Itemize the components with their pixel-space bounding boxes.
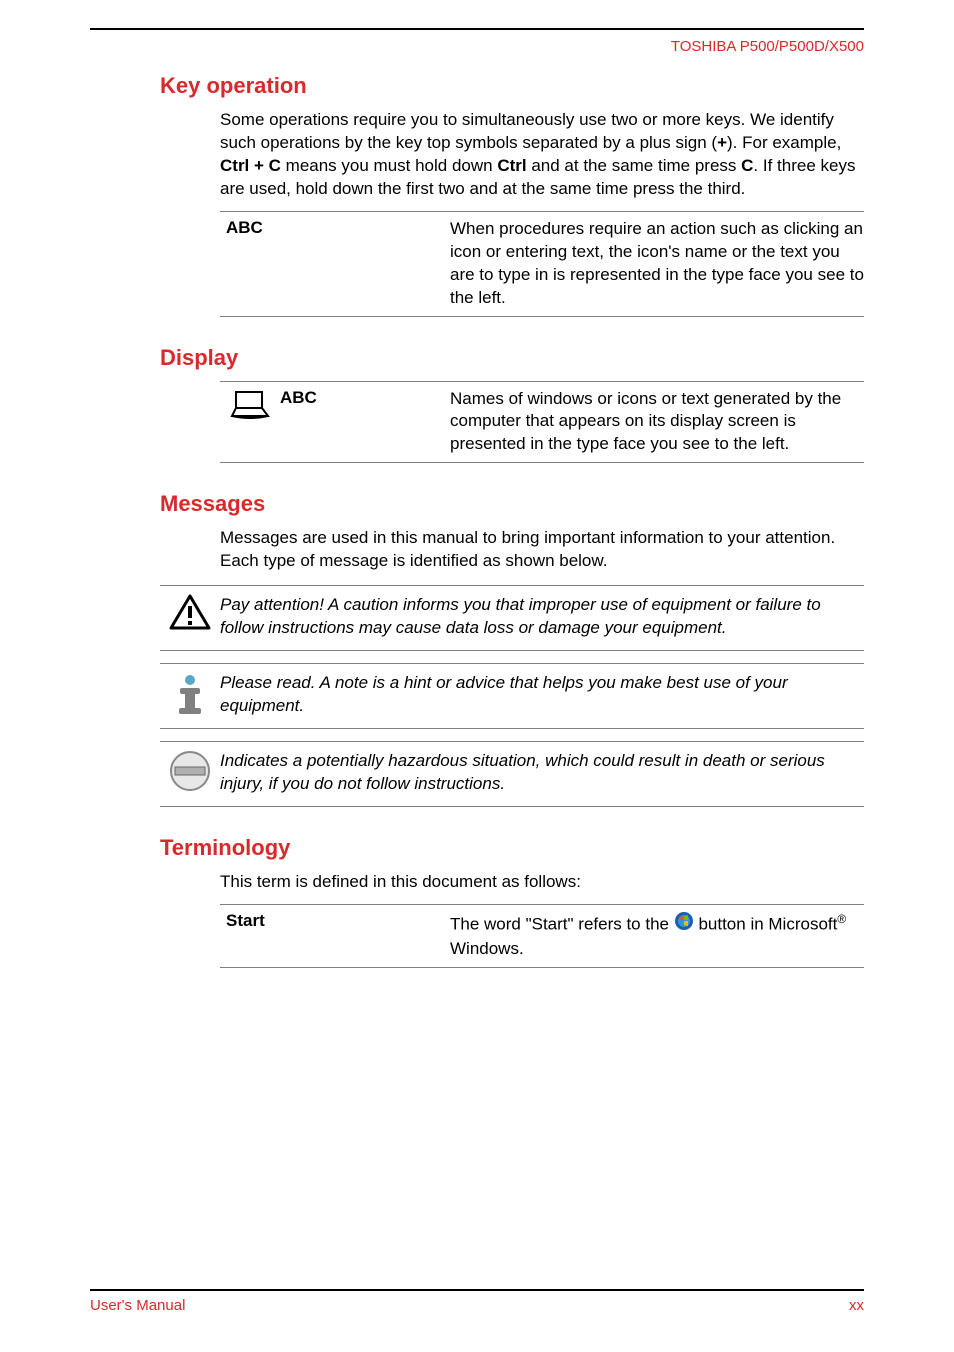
section-messages-title: Messages xyxy=(160,491,864,517)
note-text: Please read. A note is a hint or advice … xyxy=(220,672,864,718)
term-table-col1: Start xyxy=(220,911,450,931)
footer-left: User's Manual xyxy=(90,1297,185,1314)
terminology-table: Start The word "Start" refers to the but… xyxy=(220,904,864,969)
term-mid: button in Microsoft xyxy=(698,914,837,933)
ko-mid1: ). For example, xyxy=(727,133,841,152)
term-reg: ® xyxy=(837,912,846,926)
footer: User's Manual xx xyxy=(90,1289,864,1314)
ko-ctrl: Ctrl xyxy=(497,156,526,175)
table-row: Start The word "Start" refers to the but… xyxy=(220,911,864,962)
caution-icon xyxy=(160,594,220,632)
display-table-abc: ABC xyxy=(280,388,317,408)
term-prefix: The word "Start" refers to the xyxy=(450,914,674,933)
ko-table-col1: ABC xyxy=(220,218,450,238)
messages-body: Messages are used in this manual to brin… xyxy=(220,527,864,573)
display-table-col1: ABC xyxy=(220,388,450,420)
caution-row: Pay attention! A caution informs you tha… xyxy=(160,585,864,651)
display-table-col2: Names of windows or icons or text genera… xyxy=(450,388,864,457)
windows-start-icon xyxy=(674,911,694,938)
product-line: TOSHIBA P500/P500D/X500 xyxy=(90,38,864,55)
note-row: Please read. A note is a hint or advice … xyxy=(160,663,864,729)
page: TOSHIBA P500/P500D/X500 Key operation So… xyxy=(0,0,954,1352)
ko-plus: + xyxy=(717,133,727,152)
hazard-row: Indicates a potentially hazardous situat… xyxy=(160,741,864,807)
term-table-col2: The word "Start" refers to the button in… xyxy=(450,911,864,962)
table-row: ABC When procedures require an action su… xyxy=(220,218,864,310)
note-icon xyxy=(160,672,220,714)
ko-mid3: and at the same time press xyxy=(527,156,742,175)
laptop-icon xyxy=(220,388,280,420)
section-display-title: Display xyxy=(160,345,864,371)
term-start: Start xyxy=(226,911,265,931)
footer-right: xx xyxy=(849,1297,864,1314)
table-row: ABC Names of windows or icons or text ge… xyxy=(220,388,864,457)
display-table: ABC Names of windows or icons or text ge… xyxy=(220,381,864,464)
top-rule xyxy=(90,28,864,30)
key-operation-body: Some operations require you to simultane… xyxy=(220,109,864,201)
ko-c: C xyxy=(741,156,753,175)
section-terminology-title: Terminology xyxy=(160,835,864,861)
ko-table-abc: ABC xyxy=(226,218,263,238)
terminology-body: This term is defined in this document as… xyxy=(220,871,864,894)
term-suffix: Windows. xyxy=(450,939,524,958)
ko-mid2: means you must hold down xyxy=(281,156,497,175)
section-key-operation-title: Key operation xyxy=(160,73,864,99)
hazard-text: Indicates a potentially hazardous situat… xyxy=(220,750,864,796)
caution-text: Pay attention! A caution informs you tha… xyxy=(220,594,864,640)
ko-combo: Ctrl + C xyxy=(220,156,281,175)
key-operation-table: ABC When procedures require an action su… xyxy=(220,211,864,317)
ko-table-col2: When procedures require an action such a… xyxy=(450,218,864,310)
hazard-icon xyxy=(160,750,220,792)
